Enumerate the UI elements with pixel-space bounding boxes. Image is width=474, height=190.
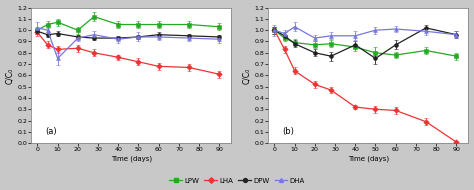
Text: (b): (b)	[283, 127, 294, 136]
X-axis label: Time (days): Time (days)	[348, 155, 389, 162]
X-axis label: Time (days): Time (days)	[111, 155, 152, 162]
Legend: LPW, LHA, DPW, DHA: LPW, LHA, DPW, DHA	[166, 175, 308, 187]
Y-axis label: C/C₀: C/C₀	[6, 67, 15, 83]
Text: (a): (a)	[46, 127, 57, 136]
Y-axis label: C/C₀: C/C₀	[243, 67, 252, 83]
